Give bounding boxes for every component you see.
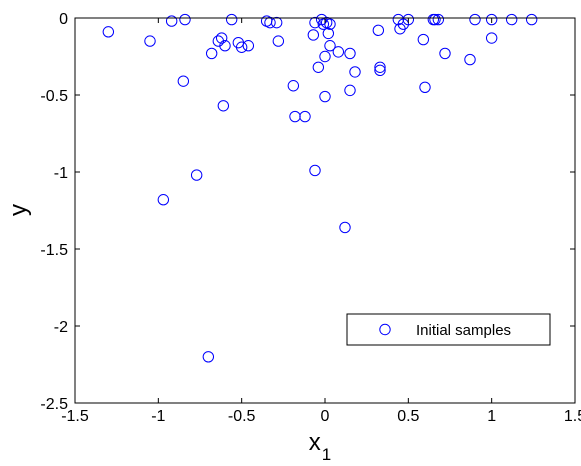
data-point <box>505 13 518 26</box>
y-tick-label: -1.5 <box>40 242 68 259</box>
data-point <box>307 29 320 41</box>
data-point <box>312 61 325 73</box>
data-point <box>402 13 415 26</box>
data-point <box>242 40 255 52</box>
x-axis-ticks: -1.5 -1 -0.5 0 0.5 1 1.5 <box>61 18 581 425</box>
data-point <box>157 194 170 206</box>
data-point <box>344 84 356 97</box>
data-point <box>525 13 538 26</box>
data-point <box>429 13 441 26</box>
data-point <box>464 53 476 66</box>
data-point <box>205 47 218 60</box>
x-axis-label-subscript: 1 <box>322 445 331 464</box>
y-tick-label: 0 <box>59 11 68 28</box>
data-point <box>179 13 191 26</box>
legend-marker <box>379 323 391 336</box>
legend-entry: Initial samples <box>416 322 511 339</box>
data-point <box>432 13 445 26</box>
data-point <box>217 100 230 112</box>
data-point <box>309 164 321 177</box>
data-point <box>485 32 498 44</box>
data-point <box>319 50 331 63</box>
legend: Initial samples <box>346 313 551 346</box>
y-tick-label: -1 <box>54 165 68 182</box>
data-points <box>102 13 538 363</box>
data-point <box>374 64 386 77</box>
x-tick-label: -0.5 <box>228 408 256 425</box>
data-point <box>202 351 215 363</box>
x-tick-label: 0 <box>321 408 330 425</box>
data-point <box>165 15 178 27</box>
data-point <box>264 16 276 29</box>
data-point <box>270 16 283 29</box>
data-point <box>215 32 228 44</box>
y-axis-label: y <box>5 204 32 216</box>
x-tick-label: 1.5 <box>564 408 581 425</box>
data-point <box>417 33 430 46</box>
data-point <box>272 35 285 47</box>
x-axis-label: x1 <box>309 429 331 464</box>
data-point <box>322 27 335 40</box>
data-point <box>374 61 386 73</box>
data-point <box>319 90 331 103</box>
data-point <box>339 221 351 234</box>
data-point <box>190 169 203 181</box>
data-point <box>485 13 498 26</box>
data-point <box>235 41 248 53</box>
x-tick-label: -1 <box>151 408 165 425</box>
data-point <box>287 80 300 92</box>
data-point <box>324 40 336 52</box>
data-point <box>144 35 156 47</box>
x-tick-label: 1 <box>487 408 496 425</box>
data-point <box>469 13 481 26</box>
y-tick-label: -2 <box>54 319 68 336</box>
data-point <box>419 81 431 94</box>
data-point <box>225 13 238 26</box>
x-tick-label: -1.5 <box>61 408 89 425</box>
data-point <box>349 66 361 78</box>
data-point <box>102 26 115 38</box>
data-point <box>332 46 345 58</box>
data-point <box>219 40 231 52</box>
data-point <box>372 24 385 37</box>
x-tick-label: 0.5 <box>397 408 419 425</box>
data-point <box>177 75 190 87</box>
y-tick-label: -2.5 <box>40 396 68 413</box>
data-point <box>344 47 356 60</box>
data-point <box>299 110 311 123</box>
data-point <box>309 16 321 29</box>
y-tick-label: -0.5 <box>40 88 68 105</box>
legend-box <box>346 313 551 346</box>
y-axis-ticks: 0 -0.5 -1 -1.5 -2 -2.5 <box>40 11 575 413</box>
data-point <box>439 47 451 60</box>
data-point <box>324 18 336 30</box>
